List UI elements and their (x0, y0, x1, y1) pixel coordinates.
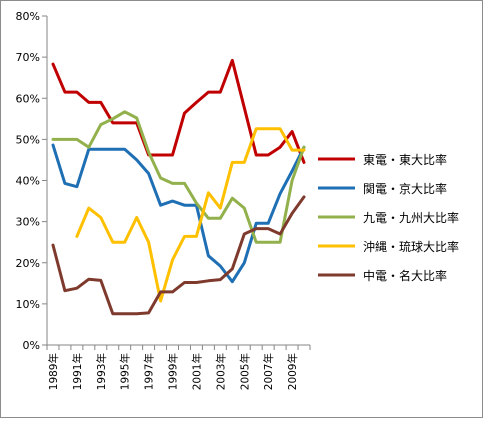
x-tick-label: 1989年 (47, 353, 60, 390)
x-tick-label: 1995年 (119, 353, 132, 390)
y-tick-label: 50% (16, 133, 40, 146)
y-tick-label: 80% (16, 10, 40, 23)
x-tick-label: 1997年 (143, 353, 156, 390)
x-tick-label: 2001年 (190, 353, 203, 390)
y-tick-label: 0% (23, 339, 40, 352)
x-tick-label: 2005年 (238, 353, 251, 390)
x-tick-label: 2007年 (262, 353, 275, 390)
y-tick-labels: 0% 10% 20% 30% 40% 50% 60% 70% 80% (16, 10, 40, 352)
legend-label: 九電・九州大比率 (363, 210, 459, 225)
series-line (51, 143, 306, 284)
axes (42, 15, 311, 350)
legend-item: 沖縄・琉球大比率 (318, 239, 459, 254)
legend-item: 東電・東大比率 (318, 152, 447, 167)
x-tick-label: 1993年 (95, 353, 108, 390)
legend-item: 九電・九州大比率 (318, 210, 459, 225)
series-lines (51, 58, 306, 316)
y-tick-label: 40% (16, 175, 40, 188)
series-line (51, 58, 306, 164)
y-tick-label: 30% (16, 216, 40, 229)
series-line (51, 110, 306, 244)
x-tick-labels: 1989年 1991年 1993年 1995年 1997年 1999年 2001年 2003年… (47, 353, 299, 390)
y-tick-label: 70% (16, 51, 40, 64)
y-tick-label: 20% (16, 257, 40, 270)
legend-label: 関電・京大比率 (363, 181, 447, 196)
y-tick-label: 60% (16, 92, 40, 105)
series-line (75, 127, 306, 303)
legend-label: 沖縄・琉球大比率 (363, 239, 459, 254)
legend-item: 関電・京大比率 (318, 181, 447, 196)
y-tick-label: 10% (16, 298, 40, 311)
x-tick-label: 1999年 (167, 353, 180, 390)
x-tick-label: 2003年 (214, 353, 227, 390)
legend-label: 東電・東大比率 (363, 152, 447, 167)
legend-label: 中電・名大比率 (363, 268, 447, 283)
series-line (51, 195, 306, 316)
x-tick-label: 2009年 (286, 353, 299, 390)
x-tick-label: 1991年 (71, 353, 84, 390)
legend-item: 中電・名大比率 (318, 268, 447, 283)
